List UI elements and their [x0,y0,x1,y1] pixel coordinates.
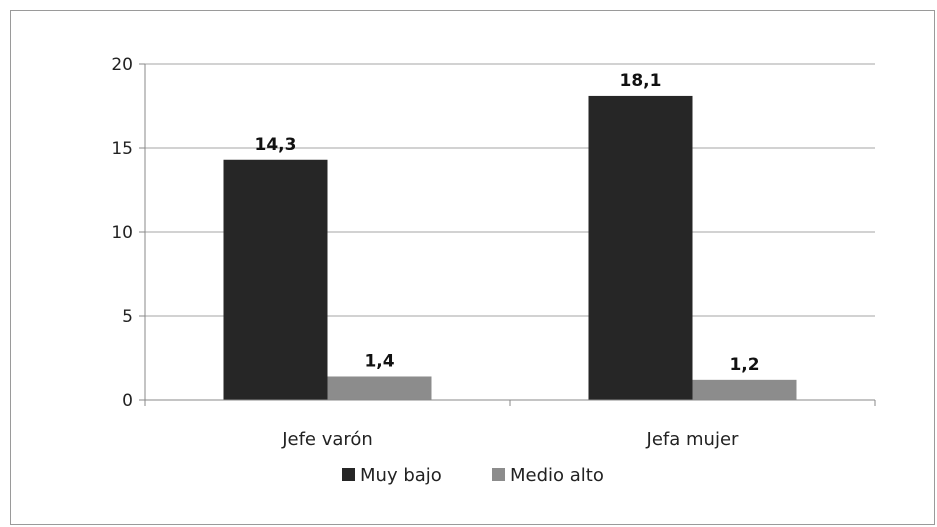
y-tick-label: 5 [122,307,133,327]
y-tick-label: 20 [111,55,133,75]
bars [224,96,797,400]
category-label: Jefa mujer [646,429,739,450]
category-labels: Jefe varón Jefa mujer [281,429,739,450]
data-label: 14,3 [255,135,297,155]
y-axis-ticks: 0 5 10 15 20 [111,55,145,411]
data-label: 1,2 [729,355,759,375]
legend-swatch [342,468,355,481]
y-tick-label: 15 [111,139,133,159]
y-tick-label: 10 [111,223,133,243]
bar [328,376,432,400]
legend-swatch [492,468,505,481]
category-label: Jefe varón [281,429,373,450]
legend-label: Medio alto [510,465,604,486]
y-tick-label: 0 [122,391,133,411]
legend-label: Muy bajo [360,465,442,486]
x-axis [145,400,875,406]
data-label: 18,1 [620,71,662,91]
bar [589,96,693,400]
data-label: 1,4 [364,351,394,371]
legend: Muy bajo Medio alto [342,465,604,486]
bar [693,380,797,400]
bar [224,160,328,400]
